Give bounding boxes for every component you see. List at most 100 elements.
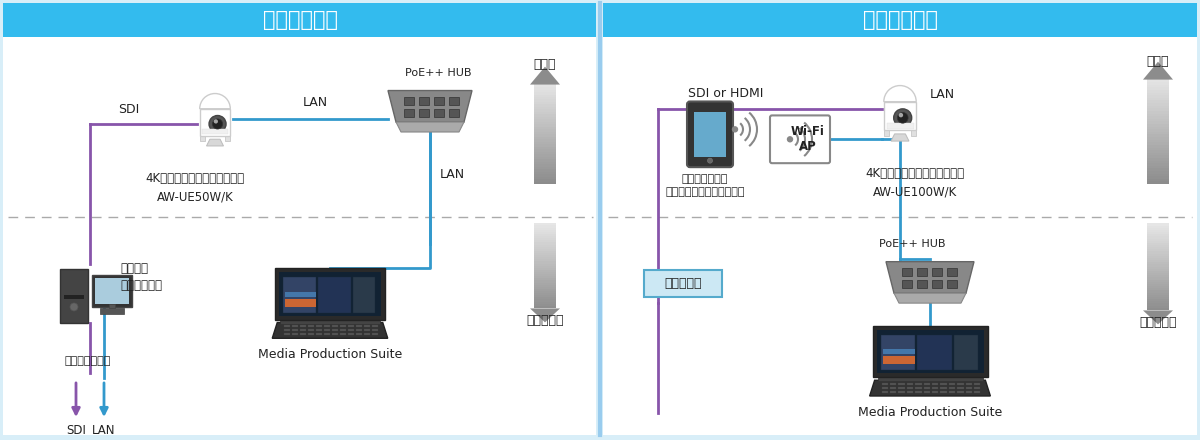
- Bar: [1147, 252, 1169, 254]
- Bar: [534, 280, 556, 283]
- Bar: [966, 383, 972, 385]
- Bar: [534, 245, 556, 247]
- Bar: [1147, 87, 1169, 90]
- Bar: [1147, 134, 1169, 137]
- Polygon shape: [396, 122, 464, 132]
- Bar: [534, 285, 556, 287]
- Bar: [60, 269, 88, 323]
- Bar: [941, 387, 947, 389]
- Bar: [1147, 79, 1169, 82]
- Text: レコーダー: レコーダー: [665, 277, 702, 290]
- Bar: [534, 106, 556, 110]
- Bar: [1147, 299, 1169, 302]
- Bar: [534, 274, 556, 277]
- Bar: [1147, 241, 1169, 243]
- Bar: [449, 109, 458, 117]
- Bar: [372, 325, 378, 327]
- Bar: [876, 330, 984, 373]
- Bar: [872, 326, 988, 377]
- Bar: [534, 264, 556, 266]
- Bar: [534, 242, 556, 245]
- Bar: [1147, 243, 1169, 246]
- Bar: [293, 333, 298, 335]
- Bar: [887, 123, 913, 128]
- Bar: [534, 109, 556, 112]
- Bar: [1147, 269, 1169, 271]
- Bar: [364, 333, 370, 335]
- Bar: [534, 121, 556, 125]
- Bar: [534, 240, 556, 243]
- Bar: [1147, 230, 1169, 232]
- Bar: [316, 329, 322, 331]
- Bar: [1147, 226, 1169, 228]
- Bar: [949, 387, 955, 389]
- Text: Media Production Suite: Media Production Suite: [258, 348, 402, 361]
- Circle shape: [894, 109, 912, 127]
- Bar: [316, 333, 322, 335]
- Bar: [332, 333, 338, 335]
- Text: 4Kインテグレーテッドカメラ
AW-UE50W/K: 4Kインテグレーテッドカメラ AW-UE50W/K: [145, 172, 245, 203]
- Bar: [534, 94, 556, 97]
- Bar: [907, 391, 913, 393]
- Bar: [449, 97, 458, 105]
- Bar: [199, 109, 230, 136]
- Bar: [1147, 234, 1169, 237]
- Bar: [340, 329, 346, 331]
- Bar: [308, 325, 314, 327]
- Bar: [534, 266, 556, 268]
- Bar: [1147, 171, 1169, 174]
- Bar: [534, 227, 556, 230]
- Bar: [534, 146, 556, 149]
- Bar: [1147, 278, 1169, 280]
- Text: LAN: LAN: [440, 168, 466, 180]
- Bar: [974, 383, 980, 385]
- Bar: [890, 387, 896, 389]
- Bar: [966, 391, 972, 393]
- Text: Media Production Suite: Media Production Suite: [858, 406, 1002, 419]
- Bar: [941, 383, 947, 385]
- Bar: [534, 87, 556, 90]
- Bar: [332, 325, 338, 327]
- Bar: [966, 387, 972, 389]
- Bar: [1147, 236, 1169, 239]
- Bar: [1147, 155, 1169, 158]
- Polygon shape: [530, 67, 560, 84]
- Bar: [356, 325, 362, 327]
- Polygon shape: [1142, 311, 1174, 324]
- Bar: [1147, 254, 1169, 257]
- Bar: [1147, 260, 1169, 263]
- Text: 4Kインテグレーテッドカメラ
AW-UE100W/K: 4Kインテグレーテッドカメラ AW-UE100W/K: [865, 167, 965, 198]
- Bar: [534, 270, 556, 272]
- Bar: [974, 391, 980, 393]
- Circle shape: [212, 119, 223, 129]
- Bar: [899, 391, 905, 393]
- Bar: [348, 325, 354, 327]
- Bar: [1147, 113, 1169, 116]
- Bar: [534, 176, 556, 179]
- Bar: [534, 300, 556, 302]
- Bar: [1147, 282, 1169, 284]
- Bar: [534, 255, 556, 258]
- Bar: [1147, 84, 1169, 88]
- Bar: [1147, 136, 1169, 139]
- Bar: [1147, 116, 1169, 119]
- Bar: [308, 333, 314, 335]
- Bar: [954, 335, 978, 370]
- Circle shape: [787, 137, 792, 142]
- Polygon shape: [206, 139, 223, 146]
- Bar: [364, 329, 370, 331]
- Bar: [534, 136, 556, 139]
- Bar: [604, 3, 1198, 37]
- Bar: [1147, 152, 1169, 155]
- Bar: [1147, 232, 1169, 235]
- Bar: [941, 391, 947, 393]
- Bar: [324, 329, 330, 331]
- Bar: [534, 257, 556, 260]
- Bar: [356, 329, 362, 331]
- Bar: [534, 159, 556, 161]
- Bar: [348, 329, 354, 331]
- Bar: [1147, 286, 1169, 289]
- Bar: [284, 333, 290, 335]
- Bar: [534, 99, 556, 102]
- Circle shape: [732, 127, 738, 132]
